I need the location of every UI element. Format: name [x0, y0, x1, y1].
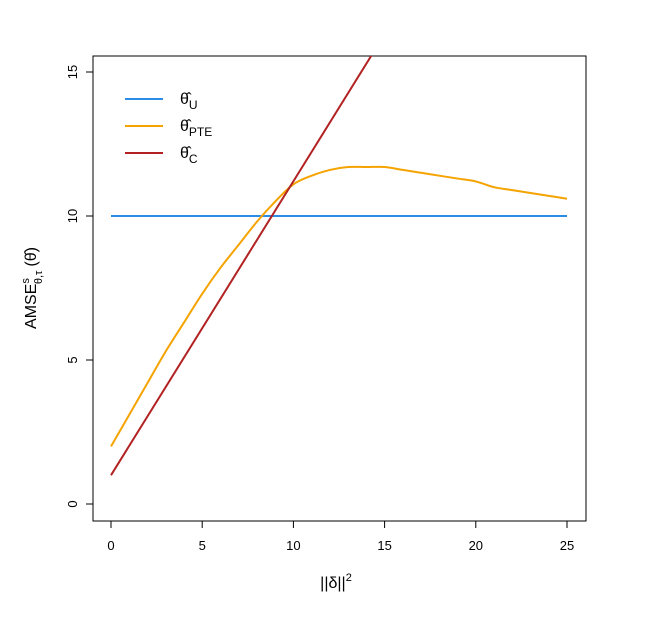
y-tick-label: 10: [65, 209, 80, 223]
series-line-pte: [111, 167, 567, 447]
legend: θ̂U θ̂PTE θ̂C: [125, 91, 212, 166]
x-axis-label-base: ||δ||: [320, 575, 346, 592]
x-tick-label: 20: [469, 538, 483, 553]
x-axis-label-sup: 2: [346, 572, 352, 584]
y-axis-label-base: AMSE: [23, 284, 40, 329]
x-tick-label: 25: [560, 538, 574, 553]
y-tick-label: 15: [65, 65, 80, 79]
y-axis: 0 5 10 15: [65, 65, 93, 508]
legend-label-pte: θ̂PTE: [180, 118, 212, 139]
y-axis-label-arg: (θ̂): [23, 247, 40, 267]
legend-label-c: θ̂C: [180, 145, 198, 166]
x-tick-label: 5: [199, 538, 206, 553]
x-tick-label: 10: [286, 538, 300, 553]
y-tick-label: 5: [65, 356, 80, 363]
legend-label-u: θ̂U: [180, 91, 198, 112]
series-group: [111, 49, 567, 475]
x-tick-label: 15: [377, 538, 391, 553]
plot-frame: [93, 56, 586, 521]
y-axis-label-sub: θ,τ: [33, 270, 45, 284]
series-line-c: [111, 49, 375, 475]
x-tick-label: 0: [107, 538, 114, 553]
y-tick-label: 0: [65, 500, 80, 507]
x-axis-label: ||δ||2: [320, 572, 352, 592]
y-axis-label-sup: s: [20, 278, 32, 284]
x-axis: 0 5 10 15 20 25: [107, 521, 574, 553]
y-axis-label: AMSEsθ,τ (θ̂): [20, 247, 45, 329]
